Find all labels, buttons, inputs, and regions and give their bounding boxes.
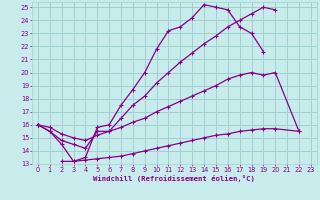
X-axis label: Windchill (Refroidissement éolien,°C): Windchill (Refroidissement éolien,°C): [93, 175, 255, 182]
